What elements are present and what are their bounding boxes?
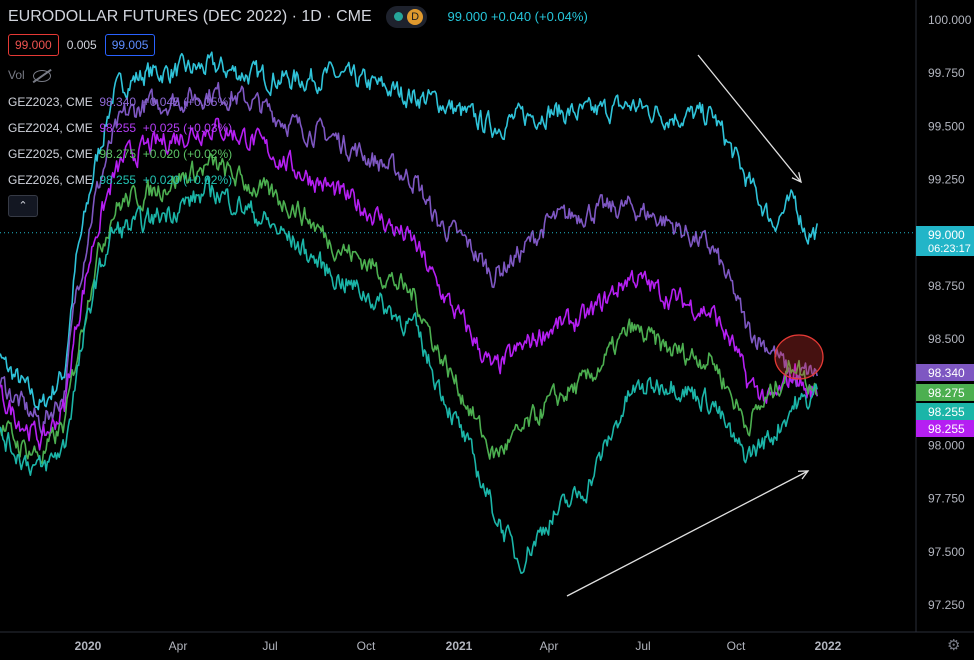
x-tick-label: Oct — [357, 639, 376, 653]
volume-label: Vol — [8, 68, 25, 82]
legend-change: +0.045 (+0.05%) — [142, 95, 233, 109]
price-label-bg — [916, 384, 974, 401]
arrow-up-annotation — [566, 470, 809, 597]
y-tick-label: 99.500 — [928, 119, 965, 133]
legend-row-gez2025[interactable]: GEZ2025, CME 98.275 +0.020 (+0.02%) — [8, 147, 232, 161]
status-pill: D — [386, 6, 428, 28]
x-tick-label: Jul — [635, 639, 650, 653]
trade-panel: 99.000 0.005 99.005 — [8, 34, 156, 56]
legend-symbol: GEZ2025, CME — [8, 147, 93, 161]
legend-row-gez2026[interactable]: GEZ2026, CME 98.255 +0.020 (+0.02%) — [8, 173, 232, 187]
legend-symbol: GEZ2024, CME — [8, 121, 93, 135]
x-tick-label: Apr — [540, 639, 559, 653]
legend-symbol: GEZ2023, CME — [8, 95, 93, 109]
y-tick-label: 98.000 — [928, 438, 965, 452]
series-line-gez2025 — [0, 152, 818, 465]
spread-value: 0.005 — [66, 38, 97, 52]
header-price: 99.000 +0.040 (+0.04%) — [448, 9, 588, 24]
y-tick-label: 99.250 — [928, 173, 965, 187]
legend-change: +0.020 (+0.02%) — [142, 147, 233, 161]
legend-price: 98.340 — [99, 95, 137, 109]
countdown-label: 06:23:17 — [928, 243, 971, 255]
y-tick-label: 97.500 — [928, 545, 965, 559]
arrow-down-annotation — [697, 54, 802, 183]
price-label: 98.255 — [928, 405, 965, 419]
last-price: 99.000 — [447, 9, 488, 25]
x-tick-label: 2022 — [815, 639, 842, 653]
buy-button[interactable]: 99.005 — [104, 34, 156, 56]
legend-row-gez2024[interactable]: GEZ2024, CME 98.255 +0.025 (+0.03%) — [8, 121, 232, 135]
price-label: 98.255 — [928, 422, 965, 436]
y-tick-label: 97.250 — [928, 598, 965, 612]
series-line-gez2024 — [0, 117, 818, 451]
x-tick-label: Jul — [262, 639, 277, 653]
legend-row-gez2023[interactable]: GEZ2023, CME 98.340 +0.045 (+0.05%) — [8, 95, 232, 109]
chevron-up-icon: ⌃ — [18, 200, 28, 212]
gear-icon[interactable]: ⚙ — [947, 637, 961, 654]
price-label-bg — [916, 226, 974, 256]
price-label-bg — [916, 403, 974, 420]
legend-price: 98.255 — [99, 173, 137, 187]
y-tick-label: 98.750 — [928, 279, 965, 293]
price-label: 98.275 — [928, 386, 965, 400]
price-label-bg — [916, 420, 974, 437]
series-line-gez2022 — [0, 51, 818, 411]
y-tick-label: 98.500 — [928, 332, 965, 346]
y-tick-label: 100.000 — [928, 13, 972, 27]
chart-header: EURODOLLAR FUTURES (DEC 2022) · 1D · CME… — [8, 6, 588, 28]
collapse-legend-button[interactable]: ⌃ — [8, 195, 38, 217]
price-label: 98.340 — [928, 366, 965, 380]
legend-change: +0.025 (+0.03%) — [142, 121, 233, 135]
arrow-down-annotation-head — [791, 172, 802, 184]
x-tick-label: Oct — [727, 639, 746, 653]
delayed-badge[interactable]: D — [407, 8, 424, 25]
y-tick-label: 99.750 — [928, 66, 965, 80]
legend-price: 98.275 — [99, 147, 137, 161]
volume-legend: Vol — [8, 68, 51, 82]
highlight-circle — [774, 334, 824, 380]
price-label-bg — [916, 364, 974, 381]
legend-price: 98.255 — [99, 121, 137, 135]
x-tick-label: 2020 — [75, 639, 102, 653]
series-line-gez2026 — [0, 175, 818, 575]
market-open-icon — [394, 12, 404, 22]
x-tick-label: Apr — [169, 639, 188, 653]
eye-hidden-icon[interactable] — [32, 69, 51, 82]
y-tick-label: 97.750 — [928, 492, 965, 506]
symbol-title[interactable]: EURODOLLAR FUTURES (DEC 2022) · 1D · CME — [8, 8, 372, 26]
sell-button[interactable]: 99.000 — [8, 34, 59, 56]
series-line-gez2023 — [0, 81, 818, 437]
legend-change: +0.020 (+0.02%) — [142, 173, 233, 187]
price-change: +0.040 (+0.04%) — [490, 9, 588, 25]
legend-symbol: GEZ2026, CME — [8, 173, 93, 187]
x-tick-label: 2021 — [446, 639, 473, 653]
arrow-up-annotation-head — [797, 470, 810, 480]
price-label: 99.000 — [928, 228, 965, 242]
